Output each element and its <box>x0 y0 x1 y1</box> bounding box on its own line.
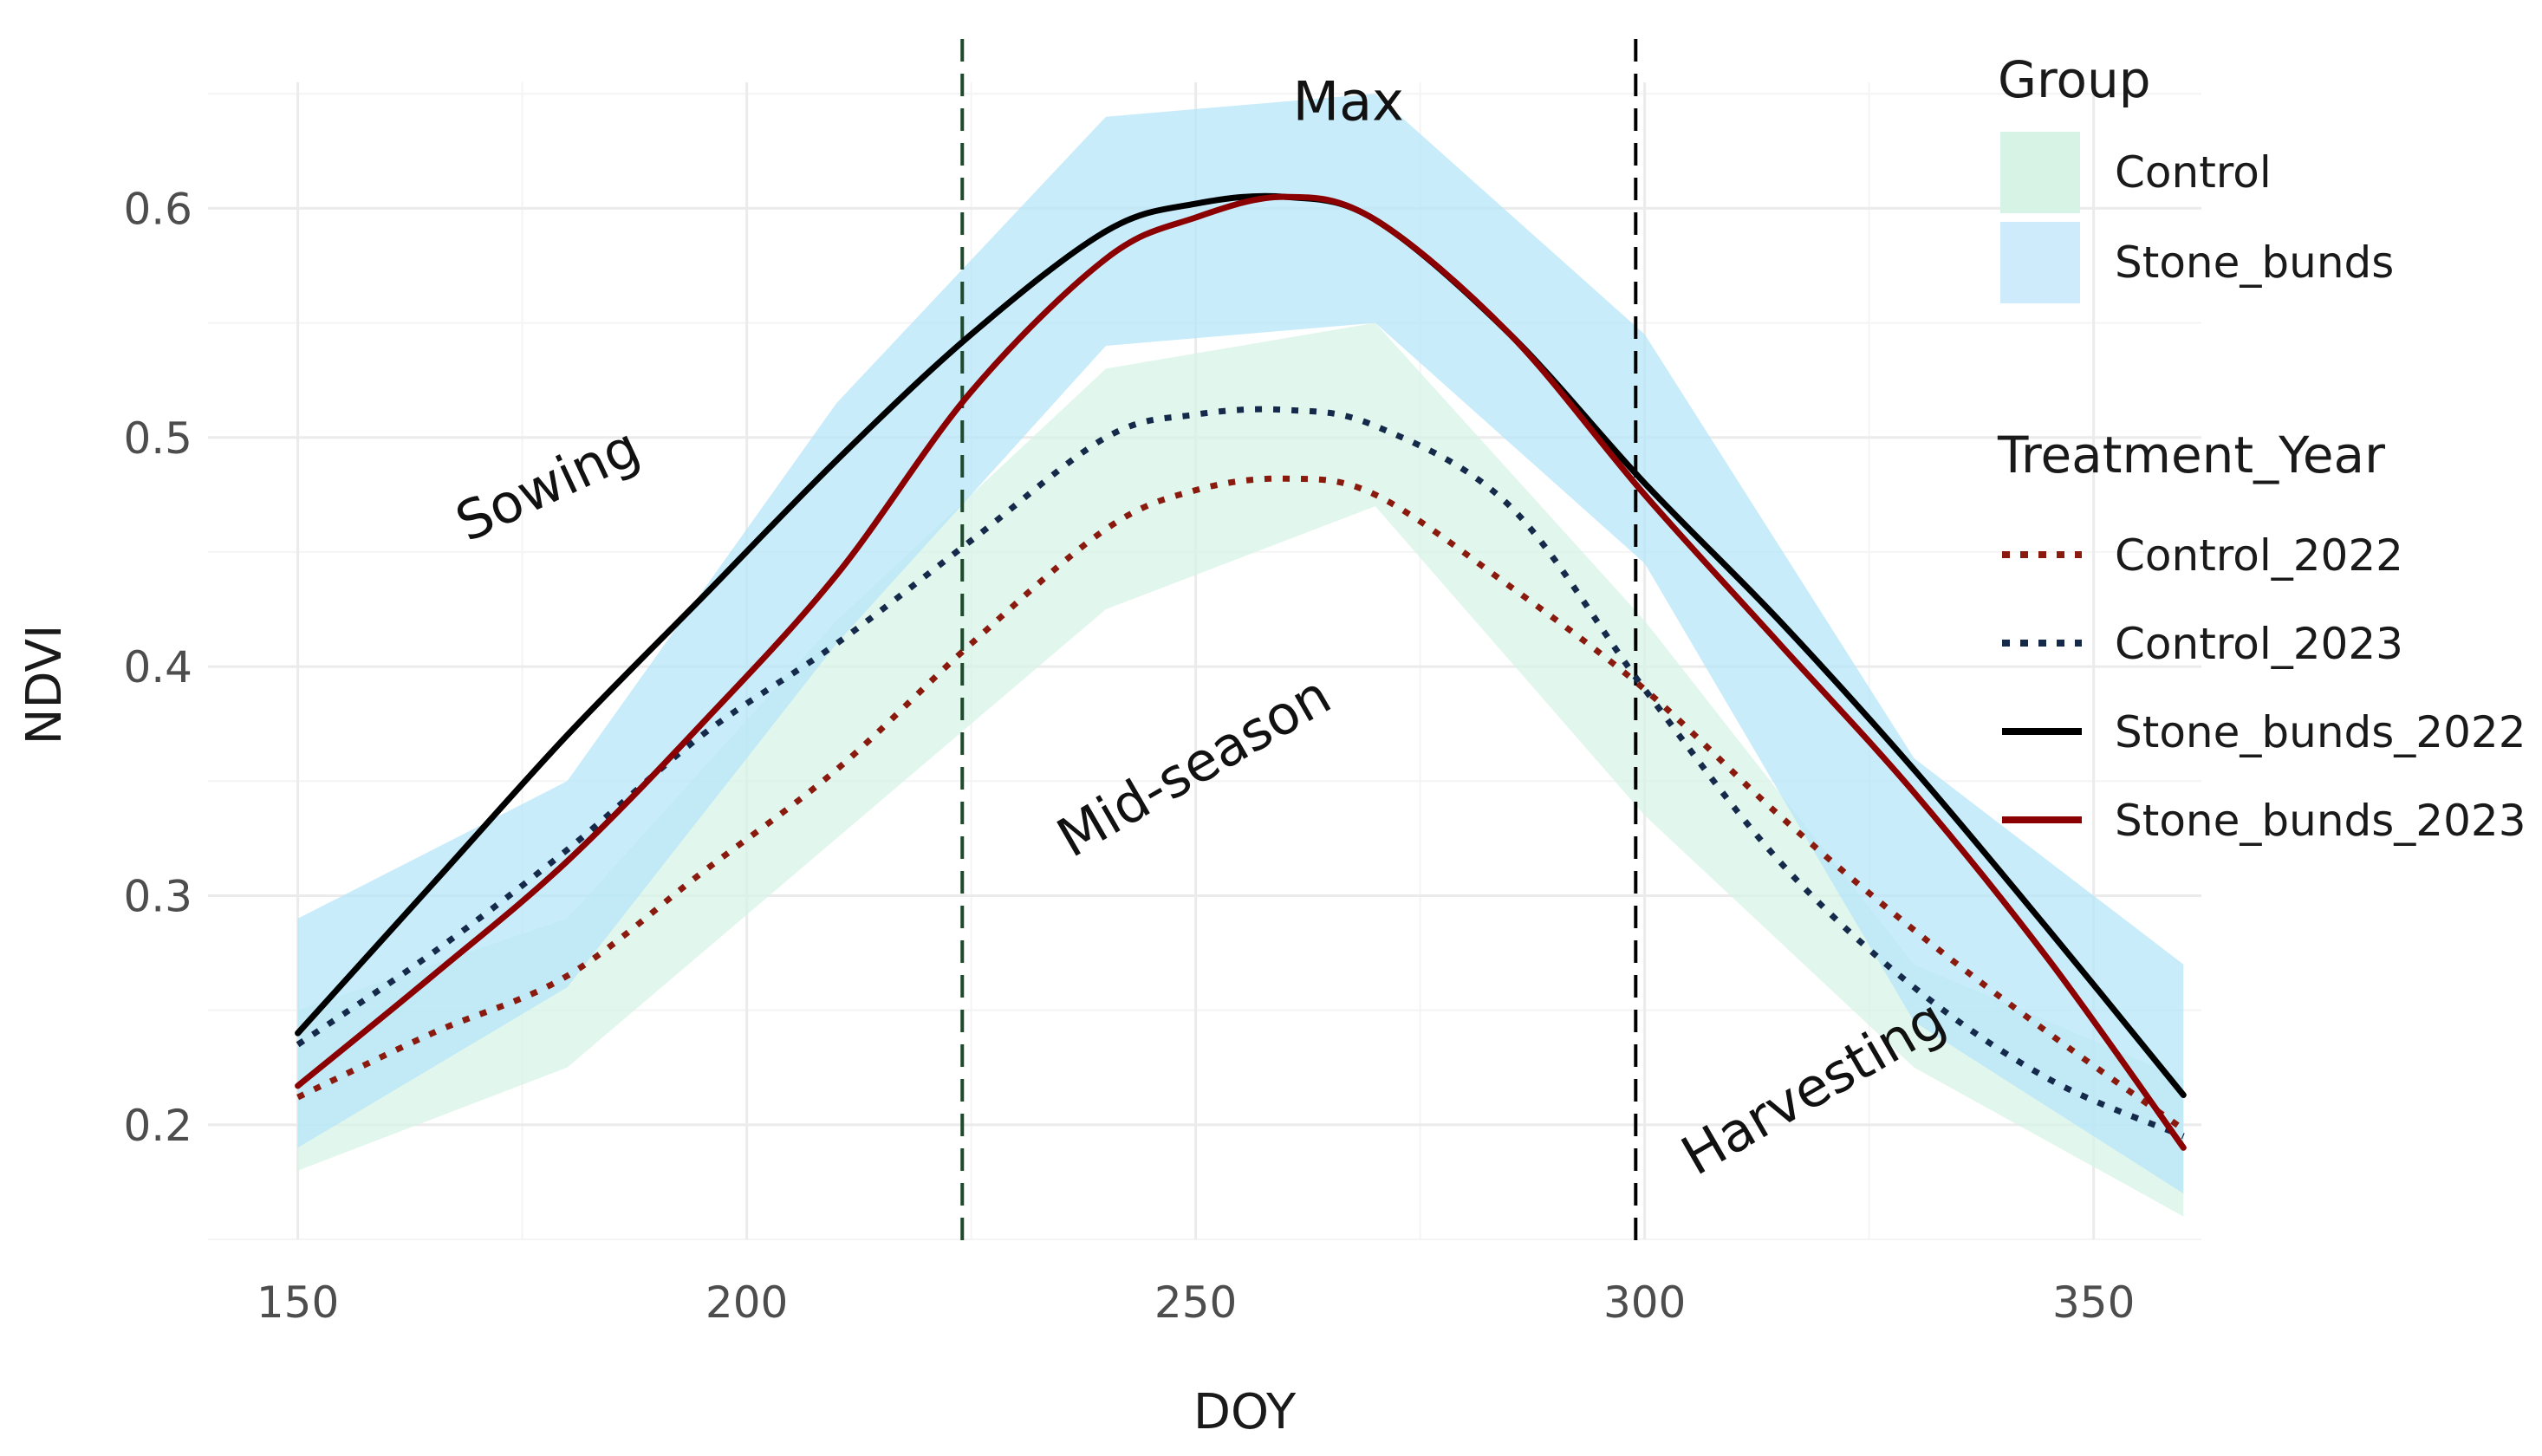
y-tick-label: 0.6 <box>123 184 192 234</box>
ribbon-stone-bunds <box>297 94 2184 1194</box>
ribbon-control <box>297 322 2184 1217</box>
legend-label: Stone_bunds <box>2115 237 2394 288</box>
annotation-harvesting: Harvesting <box>1671 986 1956 1187</box>
legend-group-title: Group <box>1998 50 2151 109</box>
y-tick-label: 0.3 <box>123 871 192 921</box>
x-tick-label: 250 <box>1154 1277 1237 1328</box>
y-axis-label: NDVI <box>16 625 73 745</box>
y-tick-label: 0.5 <box>123 413 192 464</box>
legend-label: Control_2023 <box>2115 619 2403 669</box>
legend-key-control <box>2000 132 2080 213</box>
series-stone-bunds-2022 <box>295 192 2187 1098</box>
legend-label: Control_2022 <box>2115 530 2403 581</box>
y-tick-label: 0.2 <box>123 1101 192 1151</box>
series-control-2023 <box>296 406 2185 1140</box>
x-tick-label: 150 <box>257 1277 339 1328</box>
x-tick-label: 200 <box>705 1277 788 1328</box>
x-tick-label: 350 <box>2052 1277 2135 1328</box>
legend-label: Stone_bunds_2022 <box>2115 707 2526 757</box>
x-axis-ticks: 150 200 250 300 350 <box>257 1277 2136 1328</box>
annotation-sowing: Sowing <box>446 415 649 555</box>
series-lines <box>295 192 2187 1151</box>
legend-line-title: Treatment_Year <box>1997 426 2385 484</box>
y-tick-label: 0.4 <box>123 642 192 692</box>
series-control-2022 <box>296 475 2186 1132</box>
x-tick-label: 300 <box>1603 1277 1686 1328</box>
y-axis-ticks: 0.2 0.3 0.4 0.5 0.6 <box>123 184 192 1150</box>
legend-group-items: Control Stone_bunds <box>2000 132 2394 303</box>
legend-label: Stone_bunds_2023 <box>2115 796 2526 846</box>
stage-divider-lines <box>960 39 1638 1248</box>
annotation-mid-season: Mid-season <box>1046 663 1341 869</box>
x-axis-label: DOY <box>1193 1384 1297 1440</box>
series-stone-bunds-2023 <box>295 193 2187 1151</box>
legend-label: Control <box>2115 147 2272 198</box>
annotation-max: Max <box>1293 70 1404 133</box>
confidence-ribbons <box>297 94 2184 1217</box>
legend-key-stone-bunds <box>2000 222 2080 303</box>
legend-line-items: Control_2022 Control_2023 Stone_bunds_2022… <box>2002 530 2526 846</box>
